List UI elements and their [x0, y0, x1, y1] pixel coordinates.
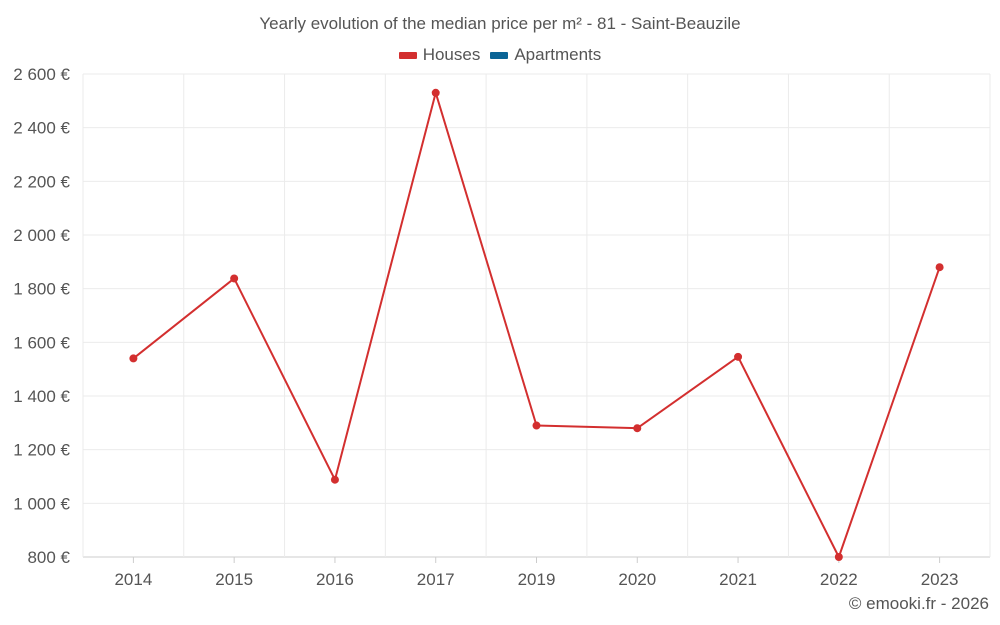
x-tick-label: 2015: [215, 570, 253, 589]
y-tick-label: 1 000 €: [13, 494, 70, 513]
y-tick-label: 1 600 €: [13, 333, 70, 352]
data-point: [935, 263, 944, 272]
data-point: [330, 475, 339, 484]
x-tick-label: 2023: [921, 570, 959, 589]
x-tick-label: 2017: [417, 570, 455, 589]
data-point: [633, 424, 642, 433]
x-tick-label: 2019: [518, 570, 556, 589]
data-point: [834, 553, 843, 561]
chart-legend: Houses Apartments: [0, 45, 1000, 65]
data-point: [230, 274, 239, 283]
y-tick-label: 1 800 €: [13, 280, 70, 299]
credit-text: © emooki.fr - 2026: [848, 594, 989, 613]
legend-label-apartments: Apartments: [514, 45, 602, 64]
legend-label-houses: Houses: [422, 45, 481, 64]
x-tick-label: 2014: [114, 570, 152, 589]
y-tick-label: 2 400 €: [13, 119, 70, 138]
x-tick-label: 2020: [618, 570, 656, 589]
y-tick-label: 2 600 €: [13, 65, 70, 84]
y-tick-label: 2 200 €: [13, 172, 70, 191]
legend-swatch-houses: [398, 51, 417, 59]
data-point: [129, 354, 138, 363]
chart-title: Yearly evolution of the median price per…: [259, 14, 741, 33]
series-line-houses: [132, 91, 941, 558]
y-tick-label: 1 200 €: [13, 441, 70, 460]
y-tick-label: 800 €: [27, 548, 70, 567]
legend-item-apartments[interactable]: Apartments: [490, 45, 601, 65]
y-tick-label: 2 000 €: [13, 226, 70, 245]
x-tick-label: 2021: [719, 570, 757, 589]
data-point: [431, 88, 440, 97]
x-tick-label: 2022: [820, 570, 858, 589]
x-tick-label: 2016: [316, 570, 354, 589]
data-point: [532, 421, 541, 430]
data-point: [734, 352, 743, 361]
y-tick-label: 1 400 €: [13, 387, 70, 406]
legend-item-houses[interactable]: Houses: [398, 45, 481, 65]
legend-swatch-apartments: [490, 51, 509, 59]
